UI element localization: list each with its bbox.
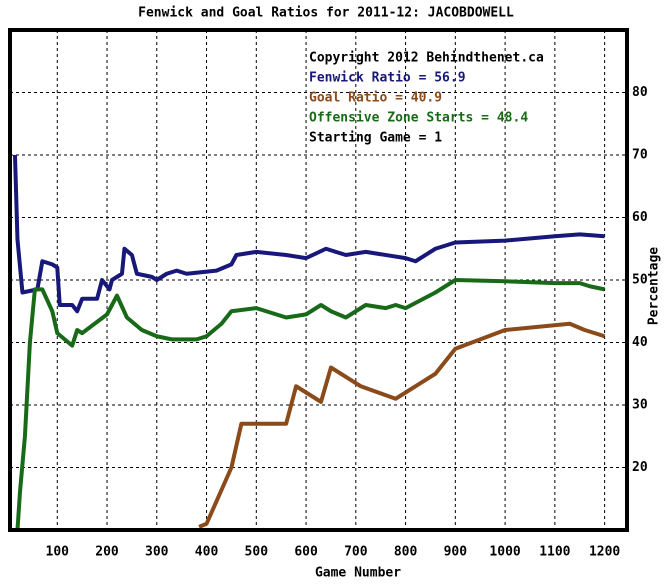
x-tick-label: 1000 bbox=[489, 545, 520, 560]
x-tick-label: 200 bbox=[95, 545, 119, 560]
legend-entry: Offensive Zone Starts = 48.4 bbox=[309, 111, 528, 126]
x-tick-label: 600 bbox=[294, 545, 318, 560]
x-tick-label: 500 bbox=[245, 545, 269, 560]
x-tick-label: 900 bbox=[444, 545, 468, 560]
y-tick-label: 30 bbox=[632, 398, 648, 413]
y-tick-label: 40 bbox=[632, 335, 648, 350]
annotation: Starting Game = 1 bbox=[309, 131, 442, 146]
annotation: Copyright 2012 Behindthenet.ca bbox=[309, 51, 544, 66]
y-tick-label: 20 bbox=[632, 460, 648, 475]
x-tick-label: 1100 bbox=[539, 545, 570, 560]
x-tick-label: 700 bbox=[344, 545, 368, 560]
y-axis-label: Percentage bbox=[647, 247, 662, 325]
series-line bbox=[15, 278, 606, 531]
y-tick-label: 50 bbox=[632, 273, 648, 288]
x-tick-label: 400 bbox=[195, 545, 219, 560]
series-line bbox=[198, 321, 606, 529]
chart-title: Fenwick and Goal Ratios for 2011-12: JAC… bbox=[138, 6, 514, 21]
plot-border bbox=[8, 28, 629, 532]
series-line bbox=[12, 154, 605, 314]
y-tick-label: 70 bbox=[632, 148, 648, 163]
x-tick-label: 300 bbox=[145, 545, 169, 560]
x-tick-label: 1200 bbox=[589, 545, 620, 560]
y-tick-label: 60 bbox=[632, 210, 648, 225]
x-axis-label: Game Number bbox=[315, 566, 401, 581]
x-tick-label: 800 bbox=[394, 545, 418, 560]
legend-entry: Fenwick Ratio = 56.9 bbox=[309, 71, 466, 86]
x-tick-label: 100 bbox=[46, 545, 70, 560]
y-tick-label: 80 bbox=[632, 85, 648, 100]
legend-entry: Goal Ratio = 40.9 bbox=[309, 91, 442, 106]
